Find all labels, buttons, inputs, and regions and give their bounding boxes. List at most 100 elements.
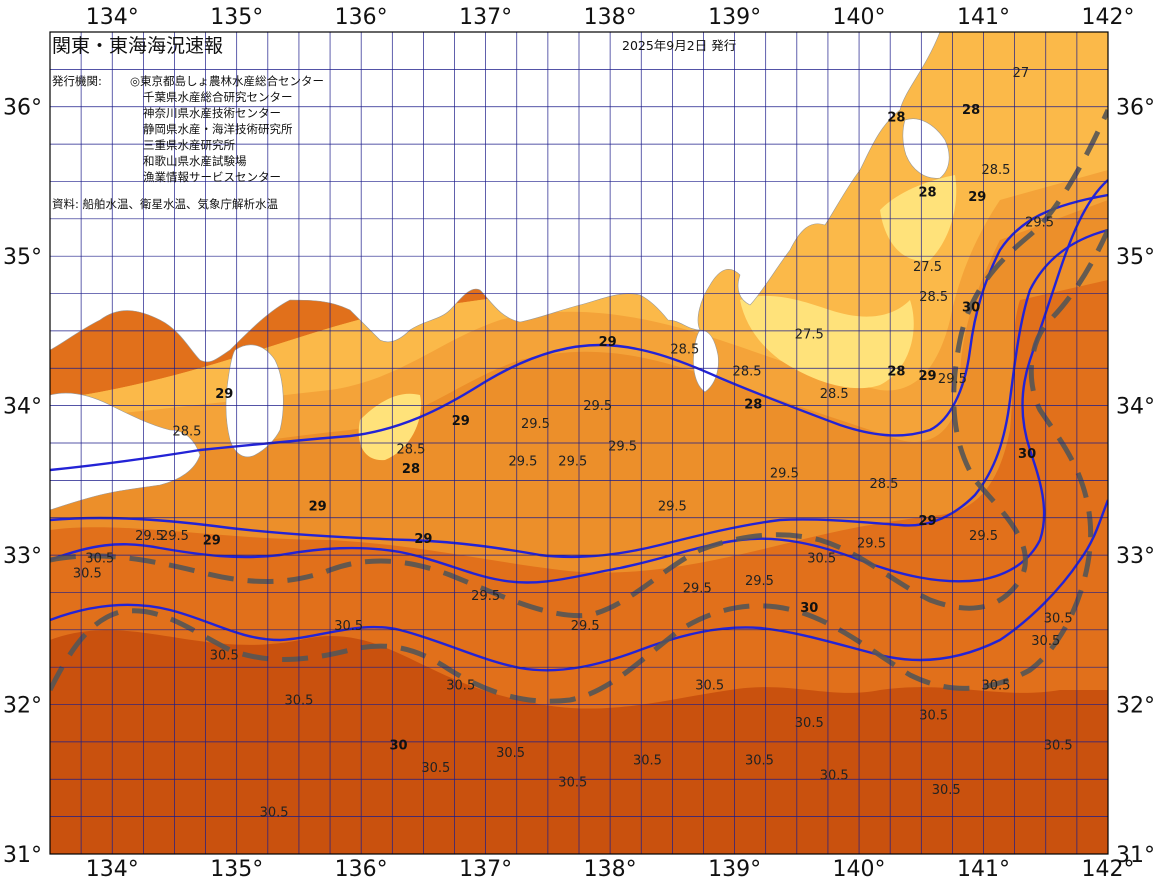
isotherm-label: 30.5 — [421, 761, 450, 776]
isotherm-label: 29.5 — [938, 372, 967, 387]
lat-tick-label: 32° — [1116, 694, 1155, 719]
isotherm-label: 29 — [452, 414, 470, 429]
isotherm-label: 29.5 — [683, 581, 712, 596]
lon-tick-label: 139° — [708, 5, 761, 30]
land-kii — [225, 344, 284, 458]
isotherm-30-5-line — [50, 499, 1108, 672]
isotherm-label: 29.5 — [558, 454, 587, 469]
land-honshu — [50, 32, 941, 363]
isotherm-label: 30.5 — [558, 776, 587, 791]
map-border — [49, 31, 1109, 855]
issuers-list: ◎東京都島しょ農林水産総合センター千葉県水産総合研究センター神奈川県水産技術セン… — [130, 74, 324, 184]
isotherm-label: 30.5 — [1044, 738, 1073, 753]
isotherm-label: 29.5 — [583, 399, 612, 414]
issuers-label: 発行機関: — [52, 74, 102, 88]
isotherm-labels: 29.530.530.529.5 2930.530.530.530.530.530… — [73, 66, 1073, 821]
isotherm-label: 30.5 — [807, 552, 836, 567]
issuer-name: 静岡県水産・海洋技術研究所 — [143, 122, 293, 136]
map-title: 関東・東海海況速報 — [52, 35, 223, 57]
data-source: 資料: 船舶水温、衛星水温、気象庁解析水温 — [52, 197, 279, 211]
latitude-labels-left: 36° 35° 34° 33° 32° 31° — [3, 96, 42, 868]
isotherm-label: 28.5 — [733, 365, 762, 380]
isotherm-label: 29.5 — [509, 454, 538, 469]
isotherm-label: 27.5 — [913, 260, 942, 275]
isotherm-label: 29.5 — [471, 589, 500, 604]
lat-tick-label: 36° — [3, 96, 42, 121]
isotherm-label: 30.5 — [210, 649, 239, 664]
isotherm-label: 29.5 — [658, 499, 687, 514]
isotherm-label: 30.5 — [284, 694, 313, 709]
lon-tick-label: 138° — [584, 857, 637, 882]
issuer-name: 神奈川県水産技術センター — [143, 106, 281, 120]
lon-tick-label: 141° — [957, 857, 1010, 882]
lon-tick-label: 142° — [1082, 857, 1135, 882]
isotherm-30-line — [50, 179, 1108, 584]
isotherm-label: 29.5 — [857, 537, 886, 552]
issuer-name: 漁業情報サービスセンター — [143, 170, 281, 184]
isotherm-label: 30.5 — [695, 679, 724, 694]
longitude-labels-bottom: 134° 135° 136° 137° 138° 139° 140° 141° 142° — [86, 857, 1135, 882]
isotherm-label: 28.5 — [670, 342, 699, 357]
isotherm-label: 30.5 — [73, 567, 102, 582]
lon-tick-label: 140° — [833, 857, 886, 882]
isotherm-label: 28.5 — [172, 425, 201, 440]
isotherm-label: 27 — [1013, 66, 1030, 81]
lon-tick-label: 140° — [833, 5, 886, 30]
isotherm-label: 29 — [918, 369, 936, 384]
lat-tick-label: 34° — [1116, 395, 1155, 420]
isotherm-label: 30 — [1018, 447, 1036, 462]
ocean-temp-27-5-sagami — [740, 295, 914, 389]
isotherm-label: 28.5 — [919, 290, 948, 305]
isotherm-label: 30.5 — [981, 679, 1010, 694]
isotherm-label: 30.5 — [446, 679, 475, 694]
isotherm-29-line — [50, 193, 1108, 472]
isotherm-label: 30 — [962, 300, 980, 315]
lat-tick-label: 35° — [3, 245, 42, 270]
isotherm-label: 27.5 — [795, 327, 824, 342]
isotherm-label: 29.5 — [571, 619, 600, 634]
isotherm-label: 30.5 — [795, 716, 824, 731]
lon-tick-label: 137° — [459, 5, 512, 30]
isotherm-label: 29.5 — [969, 529, 998, 544]
isotherm-label: 30.5 — [932, 783, 961, 798]
lon-tick-label: 137° — [459, 857, 512, 882]
isotherm-label: 30 — [389, 738, 407, 753]
isotherm-label: 30.5 — [1031, 634, 1060, 649]
isotherm-label: 29 — [309, 499, 327, 514]
isotherm-label: 29.5 — [770, 466, 799, 481]
isotherm-label: 30 — [800, 601, 818, 616]
lon-tick-label: 136° — [335, 5, 388, 30]
isotherm-label: 29 — [599, 335, 617, 350]
isotherm-label: 29 — [215, 387, 233, 402]
isotherm-label: 30.5 — [919, 708, 948, 723]
lon-tick-label: 139° — [708, 857, 761, 882]
isotherm-label: 29 — [414, 532, 432, 547]
lat-tick-label: 36° — [1116, 96, 1155, 121]
isotherm-label: 28 — [918, 185, 936, 200]
isotherm-label: 28.5 — [869, 477, 898, 492]
lon-tick-label: 135° — [210, 5, 263, 30]
isotherm-label: 29.5 — [745, 574, 774, 589]
issuer-name: 和歌山県水産試験場 — [143, 154, 247, 168]
lat-tick-label: 35° — [1116, 245, 1155, 270]
isotherm-label: 28 — [402, 462, 420, 477]
isotherm-label: 30.5 — [1044, 611, 1073, 626]
isotherm-label: 29 — [968, 190, 986, 205]
lon-tick-label: 141° — [957, 5, 1010, 30]
isotherm-label: 29 — [918, 514, 936, 529]
isotherm-label: 29.5 — [160, 529, 189, 544]
latitude-labels-right: 36° 35° 34° 33° 32° 31° — [1116, 96, 1155, 868]
lon-tick-label: 136° — [335, 857, 388, 882]
lat-tick-label: 33° — [1116, 544, 1155, 569]
lat-tick-label: 34° — [3, 395, 42, 420]
isotherm-label: 28 — [744, 398, 762, 413]
lat-tick-label: 33° — [3, 544, 42, 569]
isotherm-label: 29.5 — [135, 529, 164, 544]
isotherm-label: 30.5 — [633, 753, 662, 768]
lat-tick-label: 31° — [1116, 843, 1155, 868]
isotherm-label: 30.5 — [496, 746, 525, 761]
issue-date: 2025年9月2日 発行 — [622, 38, 736, 53]
isotherm-label: 29.5 — [1025, 215, 1054, 230]
isotherm-label: 30.5 — [820, 768, 849, 783]
